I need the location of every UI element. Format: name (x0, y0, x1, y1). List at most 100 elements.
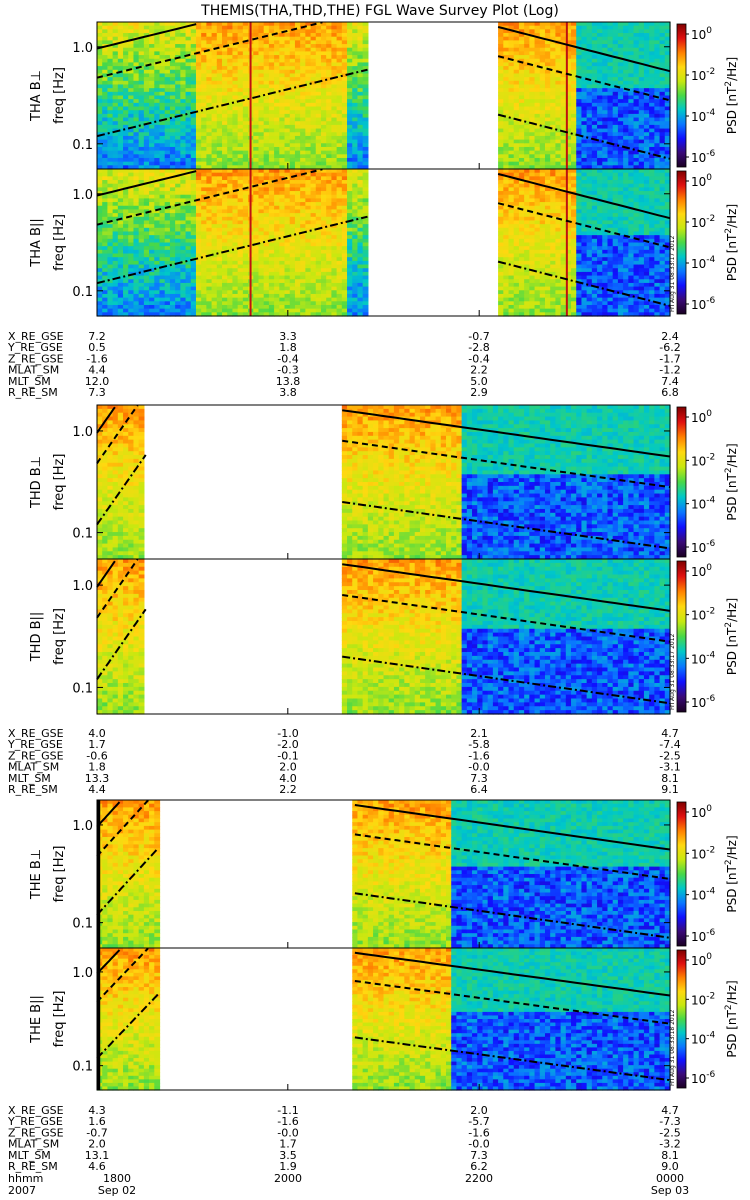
spectrogram-cell (253, 231, 260, 236)
spectrogram-cell (232, 95, 239, 100)
spectrogram-cell (149, 198, 155, 203)
spectrogram-cell (263, 246, 270, 251)
spectrogram-cell (143, 117, 150, 122)
spectrogram-cell (498, 132, 504, 137)
spectrogram-cell (607, 95, 614, 100)
spectrogram-cell (107, 216, 114, 222)
spectrogram-cell (555, 25, 562, 30)
spectrogram-cell (102, 91, 109, 97)
spectrogram-cell (602, 40, 609, 45)
spectrogram-cell (222, 304, 228, 310)
spectrogram-cell (154, 205, 161, 211)
spectrogram-cell (97, 165, 103, 170)
spectrogram-cell (253, 216, 260, 222)
spectrogram-cell (102, 113, 109, 119)
spectrogram-cell (195, 191, 202, 196)
spectrogram-cell (571, 66, 577, 71)
spectrogram-cell (289, 84, 296, 89)
spectrogram-cell (195, 146, 202, 152)
spectrogram-cell (326, 99, 333, 104)
spectrogram-cell (112, 80, 119, 86)
spectrogram-cell (279, 293, 286, 299)
spectrogram-cell (320, 62, 327, 67)
spectrogram-cell (180, 58, 187, 64)
spectrogram-cell (638, 66, 645, 71)
spectrogram-cell (227, 202, 234, 207)
spectrogram-cell (185, 66, 192, 71)
spectrogram-cell (320, 84, 327, 89)
spectrogram-cell (279, 216, 286, 222)
spectrogram-cell (143, 180, 150, 185)
spectrogram-cell (612, 135, 619, 141)
spectrogram-cell (211, 99, 218, 104)
spectrogram-cell (180, 216, 187, 222)
spectrogram-cell (643, 99, 650, 104)
spectrogram-cell (294, 91, 301, 97)
spectrogram-cell (128, 268, 135, 273)
spectrogram-cell (128, 286, 135, 291)
spectrogram-cell (169, 286, 176, 291)
spectrogram-cell (654, 55, 661, 60)
spectrogram-cell (102, 55, 109, 60)
spectrogram-cell (164, 124, 171, 130)
spectrogram-cell (97, 77, 103, 82)
spectrogram-cell (258, 282, 265, 288)
spectrogram-cell (143, 191, 150, 196)
spectrogram-cell (180, 22, 187, 27)
spectrogram-cell (560, 69, 567, 75)
spectrogram-cell (138, 33, 145, 38)
spectrogram-cell (138, 47, 145, 52)
spectrogram-cell (180, 275, 187, 280)
spectrogram-cell (362, 33, 369, 38)
spectrogram-cell (143, 150, 150, 155)
spectrogram-cell (133, 308, 140, 313)
spectrogram-cell (117, 180, 124, 185)
spectrogram-cell (227, 69, 234, 75)
spectrogram-cell (529, 80, 536, 86)
spectrogram-cell (143, 128, 150, 133)
spectrogram-cell (279, 169, 286, 174)
spectrogram-cell (222, 132, 228, 137)
spectrogram-cell (258, 169, 265, 174)
spectrogram-cell (649, 47, 655, 52)
spectrogram-cell (628, 161, 635, 166)
spectrogram-cell (310, 102, 317, 108)
spectrogram-cell (128, 176, 135, 181)
spectrogram-cell (513, 80, 520, 86)
spectrogram-cell (175, 253, 181, 258)
spectrogram-cell (138, 77, 145, 82)
spectrogram-cell (571, 132, 577, 137)
spectrogram-cell (274, 40, 280, 45)
spectrogram-cell (659, 154, 666, 159)
spectrogram-cell (206, 80, 213, 86)
spectrogram-cell (357, 66, 364, 71)
spectrogram-cell (612, 117, 619, 122)
spectrogram-cell (185, 293, 192, 299)
spectrogram-cell (258, 161, 265, 166)
spectrogram-cell (253, 69, 260, 75)
colorbar-tick-exponent: -6 (706, 149, 715, 159)
spectrogram-cell (232, 66, 239, 71)
spectrogram-cell (664, 95, 671, 100)
spectrogram-cell (154, 58, 161, 64)
spectrogram-cell (242, 308, 249, 313)
spectrogram-cell (175, 246, 181, 251)
spectrogram-cell (242, 58, 249, 64)
spectrogram-cell (513, 58, 520, 64)
spectrogram-cell (258, 264, 265, 269)
spectrogram-cell (102, 73, 109, 78)
spectrogram-cell (222, 29, 228, 34)
spectrogram-cell (638, 58, 645, 64)
spectrogram-cell (560, 55, 567, 60)
spectrogram-cell (659, 106, 666, 111)
spectrogram-cell (195, 249, 202, 255)
spectrogram-cell (195, 36, 202, 41)
spectrogram-cell (300, 80, 306, 86)
spectrogram-cell (576, 146, 583, 152)
spectrogram-cell (638, 146, 645, 152)
spectrogram-cell (294, 191, 301, 196)
spectrogram-cell (539, 51, 546, 56)
spectrogram-cell (498, 69, 504, 75)
spectrogram-cell (222, 293, 228, 299)
spectrogram-cell (503, 80, 510, 86)
